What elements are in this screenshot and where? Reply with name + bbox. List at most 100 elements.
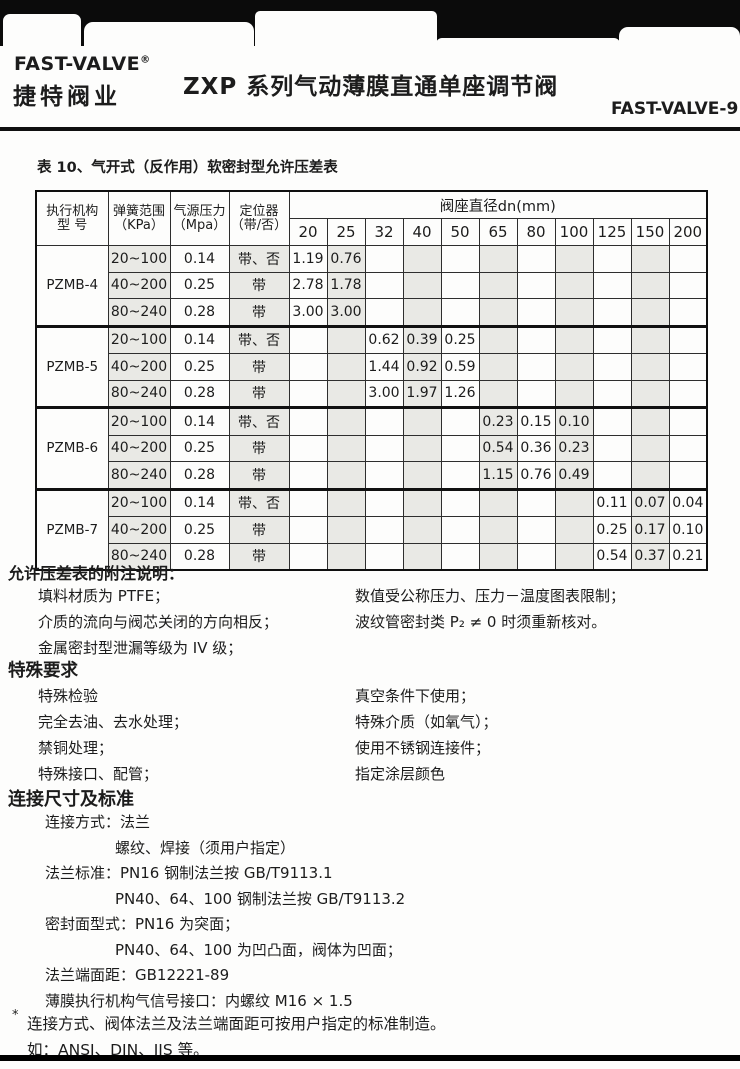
dp-value-cell (592, 353, 632, 381)
dp-value-cell: 0.54 (478, 434, 518, 462)
table-row: PZMB-5 20~100 0.14 带、否 0.62 0.39 0.25 (35, 324, 708, 408)
positioner-cell: 带 (228, 298, 290, 327)
special-item: 指定涂层颜色 (355, 765, 446, 783)
table-row: 80~240 0.28 带 1.15 0.76 0.49 (36, 461, 708, 490)
dp-value-cell (364, 406, 404, 436)
dp-value-cell: 1.19 (288, 245, 328, 273)
dp-value-cell (288, 542, 328, 571)
dp-value-cell (668, 434, 708, 462)
dp-value-cell (440, 461, 480, 490)
dn-column-header: 65 (478, 218, 518, 246)
dp-value-cell (554, 298, 594, 327)
dp-value-cell (478, 324, 518, 354)
dp-value-cell (288, 406, 328, 436)
connection-line: 连接方式：法兰 (45, 813, 151, 831)
connection-line: 法兰端面距：GB12221-89 (45, 966, 230, 984)
dp-value-cell (630, 461, 670, 490)
note-item: 介质的流向与阀芯关闭的方向相反； (38, 613, 279, 631)
dp-value-cell (288, 324, 328, 354)
dp-value-cell (630, 406, 670, 436)
dp-value-cell: 1.15 (478, 461, 518, 490)
dp-value-cell (478, 271, 518, 299)
header-line1: 弹簧范围 (112, 203, 165, 219)
dp-value-cell: 3.00 (326, 298, 366, 327)
footnote-asterisk: * (12, 1008, 19, 1023)
dp-value-cell (630, 298, 670, 327)
dn-column-header: 32 (364, 218, 404, 246)
header-line1: 定位器 (239, 203, 279, 219)
dp-value-cell (326, 434, 366, 462)
dp-value-cell (554, 324, 594, 354)
company-logo-text: FAST-VALVE (14, 53, 141, 75)
dp-value-cell: 1.78 (326, 271, 366, 299)
header-line2: （KPa） (114, 217, 164, 233)
connection-lines: 连接方式：法兰 螺纹、焊接（须用户指定） 法兰标准：PN16 钢制法兰按 GB/T9… (0, 810, 740, 1014)
dp-value-cell (364, 487, 404, 517)
dp-value-cell: 1.26 (440, 379, 480, 408)
table-wrapper: 执行机构型 号弹簧范围 （KPa） 气源压力 （Mpa） 定位器 （带/否） 阀座直径dn(… (35, 190, 709, 571)
page-code: FAST-VALVE-9 (611, 99, 739, 119)
dp-value-cell (326, 406, 366, 436)
dp-value-cell (364, 461, 404, 490)
air-pressure-cell: 0.25 (169, 434, 230, 462)
air-pressure-cell: 0.25 (169, 516, 230, 544)
dn-column-header: 125 (592, 218, 632, 246)
notes-right-column: 数值受公称压力、压力－温度图表限制； 波纹管密封类 P₂ ≠ 0 时须重新核对。 (355, 583, 625, 635)
air-pressure-cell: 0.28 (169, 379, 230, 408)
dp-value-cell: 0.15 (516, 406, 556, 436)
dp-value-cell (440, 271, 480, 299)
dp-value-cell (326, 516, 366, 544)
table-header-cell: 执行机构型 号 (35, 190, 109, 246)
spring-range-cell: 40~200 (107, 434, 171, 462)
connection-line: 法兰标准：PN16 钢制法兰按 GB/T9113.1 (45, 864, 333, 882)
table-caption: 表 10、气开式（反作用）软密封型允许压差表 (37, 160, 338, 176)
dp-value-cell: 0.54 (592, 542, 632, 571)
dp-value-cell: 0.49 (554, 461, 594, 490)
bottom-rule (0, 1055, 740, 1061)
dp-value-cell (288, 353, 328, 381)
dp-value-cell (288, 487, 328, 517)
dp-value-cell (516, 516, 556, 544)
dp-value-cell (516, 245, 556, 273)
spring-range-cell: 20~100 (107, 487, 171, 517)
dp-value-cell: 0.39 (402, 324, 442, 354)
header-line2: （带/否） (230, 217, 288, 233)
connection-line: PN40、64、100 为凹凸面，阀体为凹面； (115, 940, 402, 959)
dp-value-cell (554, 271, 594, 299)
dp-value-cell: 3.00 (288, 298, 328, 327)
dn-column-header: 100 (554, 218, 594, 246)
dp-value-cell (288, 379, 328, 408)
special-item: 特殊接口、配管； (38, 765, 159, 783)
dp-value-cell (402, 434, 442, 462)
dp-value-cell (516, 487, 556, 517)
dn-header-row: 20 25 32 40 50 65 80 100 125 150 200 (36, 218, 708, 246)
scan-artifact-blob (84, 22, 254, 56)
dp-value-cell (516, 298, 556, 327)
model-cell: PZMB-6 (35, 406, 109, 490)
header-rule (0, 127, 740, 131)
dp-value-cell (554, 487, 594, 517)
dn-column-header: 20 (288, 218, 328, 246)
dp-value-cell: 0.23 (478, 406, 518, 436)
air-pressure-cell: 0.28 (169, 542, 230, 571)
table-row: PZMB-7 20~100 0.14 带、否 0.11 0.07 0.04 (35, 487, 708, 571)
table-row: 80~240 0.28 带 3.00 3.00 (36, 298, 708, 327)
positioner-cell: 带 (228, 271, 290, 299)
dp-value-cell (288, 516, 328, 544)
model-cell: PZMB-7 (35, 487, 109, 571)
dp-value-cell: 0.10 (668, 516, 708, 544)
dp-value-cell (516, 324, 556, 354)
dp-value-cell: 0.76 (516, 461, 556, 490)
dp-value-cell: 2.78 (288, 271, 328, 299)
dp-value-cell (364, 516, 404, 544)
spring-range-cell: 20~100 (107, 406, 171, 436)
dp-value-cell: 0.37 (630, 542, 670, 571)
dp-value-cell: 0.04 (668, 487, 708, 517)
table-row: PZMB-6 20~100 0.14 带、否 0.23 0.15 0.10 (35, 406, 708, 490)
dp-value-cell (668, 379, 708, 408)
scan-artifact-band (0, 0, 740, 56)
scan-artifact-blob (255, 11, 437, 55)
positioner-cell: 带、否 (228, 324, 290, 354)
dp-value-cell (364, 542, 404, 571)
dp-value-cell (326, 542, 366, 571)
